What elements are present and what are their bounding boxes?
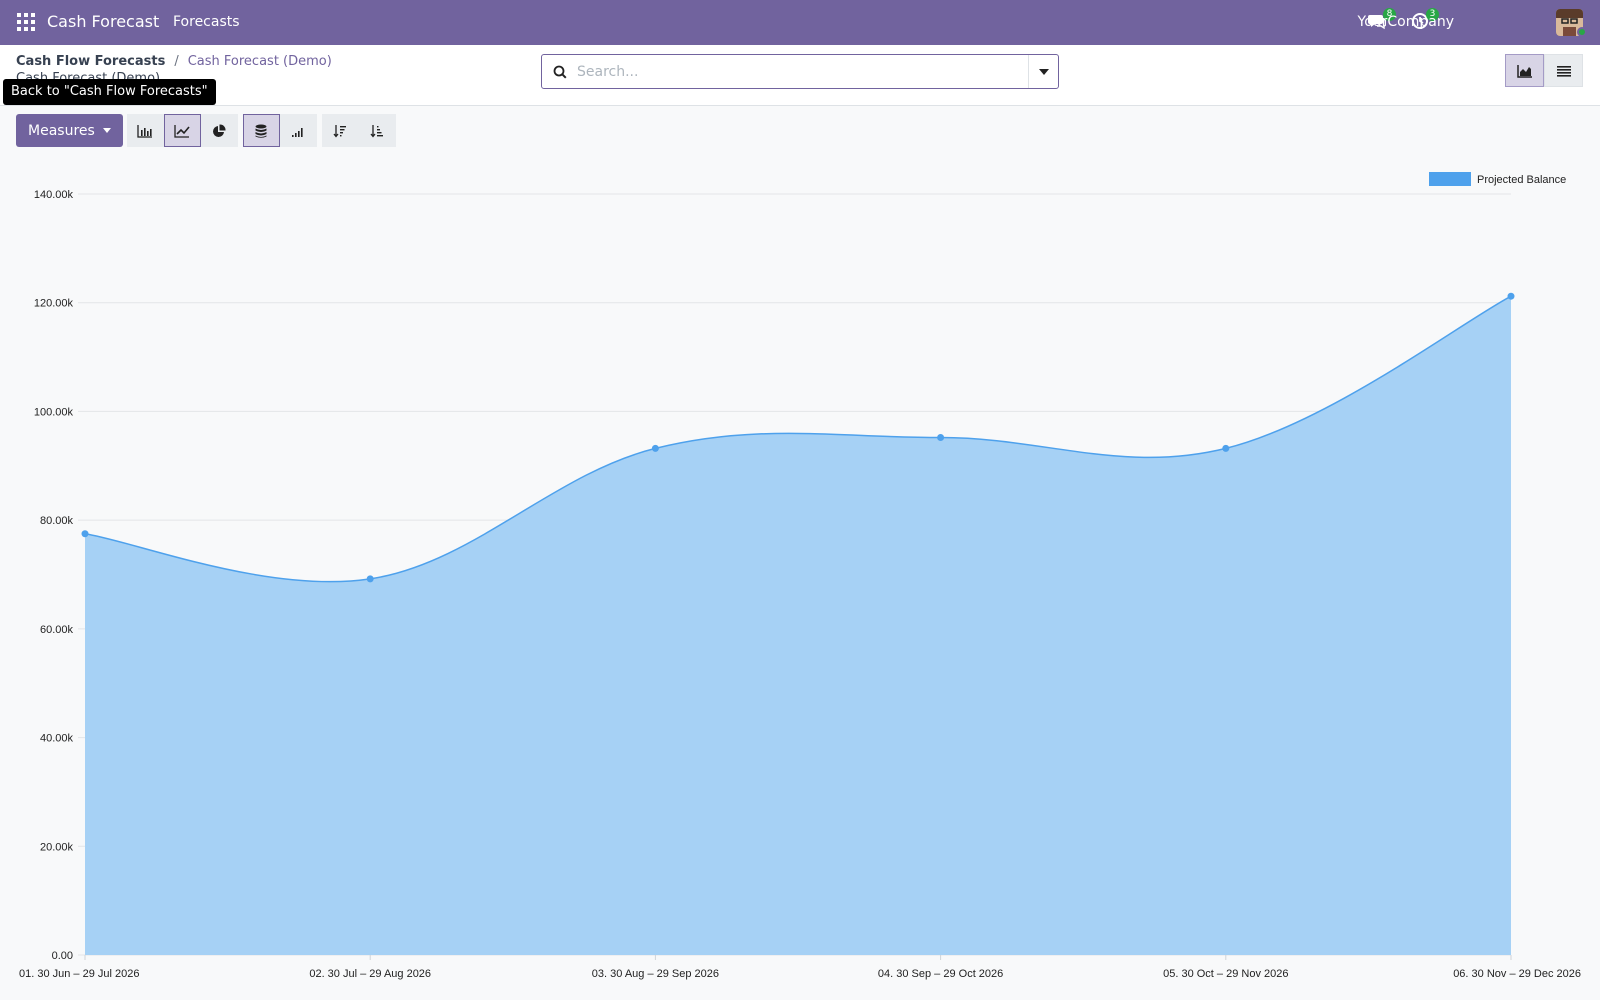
top-navbar: Cash Forecast Forecasts 8 3 YourCompany (0, 0, 1600, 45)
y-tick-label: 80.00k (40, 515, 74, 527)
sort-ascending-icon (370, 124, 384, 138)
stack-group (242, 114, 317, 147)
search-bar (541, 54, 1059, 89)
x-tick-label: 04. 30 Sep – 29 Oct 2026 (878, 968, 1003, 980)
y-tick-label: 140.00k (34, 189, 74, 201)
signal-icon (292, 127, 303, 137)
data-point (81, 530, 89, 538)
breadcrumb-current: Cash Forecast (Demo) (187, 54, 332, 69)
y-tick-label: 0.00 (52, 950, 73, 962)
data-point (651, 444, 659, 452)
y-tick-label: 100.00k (34, 406, 74, 418)
y-tick-label: 60.00k (40, 624, 74, 636)
y-tick-label: 40.00k (40, 733, 74, 745)
bar-chart-button[interactable] (126, 114, 164, 147)
x-tick-label: 05. 30 Oct – 29 Nov 2026 (1163, 968, 1288, 980)
breadcrumb-parent[interactable]: Cash Flow Forecasts (16, 54, 166, 69)
data-point (1507, 292, 1515, 300)
line-chart-icon (174, 124, 190, 138)
graph-view-button[interactable] (1505, 54, 1544, 87)
pie-chart-icon (213, 123, 226, 137)
area-chart: 0.00 20.00k 40.00k 60.00k 80.00k 100.00k 120.0… (19, 172, 1581, 980)
data-point (1222, 444, 1230, 452)
list-icon (1556, 65, 1571, 77)
search-input[interactable] (577, 55, 1028, 88)
series-area-projected-balance (85, 296, 1511, 955)
clock-icon (1412, 13, 1428, 29)
view-switcher (1505, 54, 1583, 87)
stacked-button[interactable] (242, 114, 280, 147)
graph-toolbar: Measures (16, 114, 401, 147)
apps-menu-icon[interactable] (17, 13, 35, 31)
sort-group (321, 114, 396, 147)
database-icon (255, 124, 267, 138)
cumulative-button[interactable] (279, 114, 317, 147)
pie-chart-button[interactable] (200, 114, 238, 147)
x-tick-label: 03. 30 Aug – 29 Sep 2026 (592, 968, 719, 980)
list-view-button[interactable] (1544, 54, 1583, 87)
x-tick-label: 01. 30 Jun – 29 Jul 2026 (19, 968, 139, 980)
series-line-projected-balance (84, 295, 1512, 583)
data-point (366, 575, 374, 583)
measures-dropdown[interactable]: Measures (16, 114, 123, 147)
breadcrumb-tooltip: Back to "Cash Flow Forecasts" (3, 79, 216, 105)
search-options-toggle[interactable] (1028, 55, 1058, 88)
x-tick-label: 02. 30 Jul – 29 Aug 2026 (309, 968, 431, 980)
user-avatar[interactable] (1556, 9, 1583, 36)
chart-type-group (126, 114, 238, 147)
y-tick-label: 20.00k (40, 841, 74, 853)
search-icon (542, 55, 577, 88)
graph-container: 0.00 20.00k 40.00k 60.00k 80.00k 100.00k 120.0… (0, 160, 1600, 1000)
sort-descending-button[interactable] (321, 114, 359, 147)
messages-badge: 8 (1383, 8, 1396, 21)
x-tick-label: 06. 30 Nov – 29 Dec 2026 (1453, 968, 1581, 980)
menu-forecasts[interactable]: Forecasts (173, 14, 240, 30)
legend-swatch (1429, 172, 1471, 186)
caret-down-icon (1038, 68, 1049, 75)
messages-button[interactable]: 8 (1368, 8, 1396, 32)
app-name[interactable]: Cash Forecast (47, 12, 160, 31)
sort-ascending-button[interactable] (358, 114, 396, 147)
y-tick-label: 120.00k (34, 298, 74, 310)
company-switcher[interactable]: YourCompany (1357, 14, 1455, 30)
activities-badge: 3 (1426, 8, 1439, 21)
breadcrumb: Cash Flow Forecasts / Cash Forecast (Dem… (16, 54, 332, 69)
online-status-dot (1577, 27, 1587, 37)
legend-label: Projected Balance (1477, 174, 1566, 186)
activities-button[interactable]: 3 (1411, 8, 1439, 32)
line-chart-button[interactable] (163, 114, 201, 147)
bar-chart-icon (137, 124, 153, 138)
caret-down-icon (102, 128, 111, 133)
sort-descending-icon (333, 124, 347, 138)
breadcrumb-separator: / (174, 54, 179, 69)
measures-label: Measures (28, 122, 95, 139)
area-chart-icon (1516, 64, 1532, 78)
data-point (937, 434, 945, 442)
